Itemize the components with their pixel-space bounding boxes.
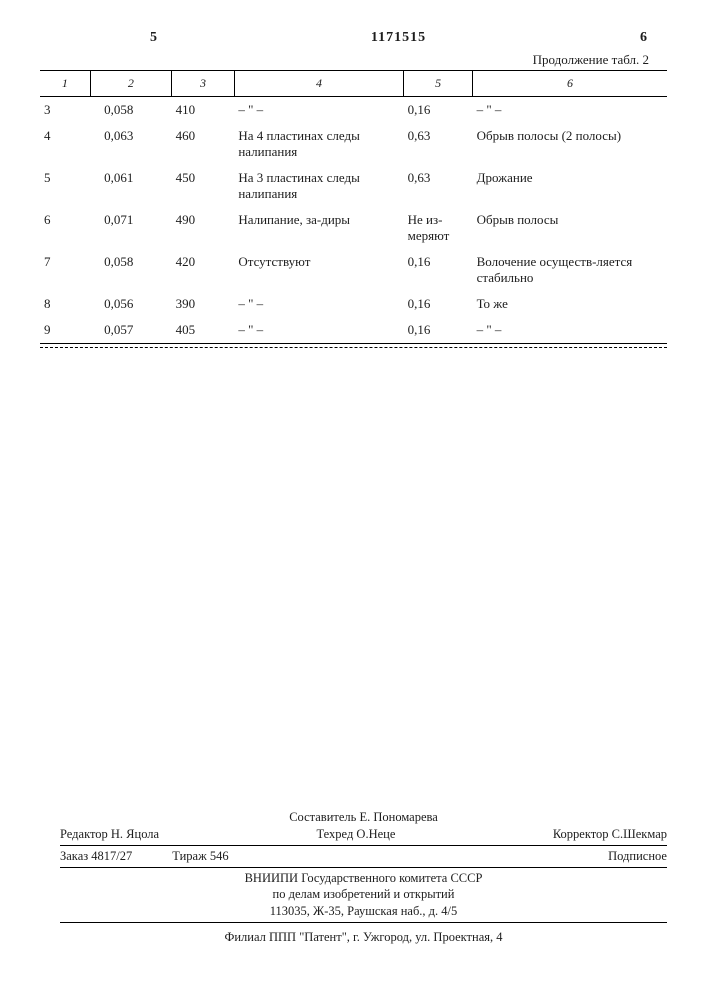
- cell: 0,056: [90, 291, 172, 317]
- cell: На 4 пластинах следы налипания: [234, 123, 403, 165]
- cell: Отсутствуют: [234, 249, 403, 291]
- subscription-label: Подписное: [608, 848, 667, 865]
- cell: 390: [172, 291, 235, 317]
- cell: 420: [172, 249, 235, 291]
- table-row: 5 0,061 450 На 3 пластинах следы налипан…: [40, 165, 667, 207]
- page-number-right: 6: [640, 30, 647, 46]
- cell: 410: [172, 97, 235, 124]
- cell: 7: [40, 249, 90, 291]
- cell: 0,058: [90, 97, 172, 124]
- order-number: Заказ 4817/27: [60, 848, 132, 865]
- cell: 0,058: [90, 249, 172, 291]
- col-header-2: 2: [90, 71, 172, 97]
- col-header-5: 5: [404, 71, 473, 97]
- col-header-4: 4: [234, 71, 403, 97]
- cell: То же: [473, 291, 667, 317]
- table-body: 3 0,058 410 – " – 0,16 – " – 4 0,063 460…: [40, 97, 667, 344]
- cell: – " –: [234, 291, 403, 317]
- page-number-left: 5: [150, 30, 157, 46]
- col-header-6: 6: [473, 71, 667, 97]
- cell: 460: [172, 123, 235, 165]
- cell: – " –: [234, 317, 403, 343]
- cell: 0,16: [404, 249, 473, 291]
- cell: Обрыв полосы: [473, 207, 667, 249]
- empty-space: [40, 348, 667, 878]
- data-table: 1 2 3 4 5 6 3 0,058 410 – " – 0,16 – " –…: [40, 70, 667, 343]
- cell: 0,63: [404, 165, 473, 207]
- cell: 0,057: [90, 317, 172, 343]
- org-address: 113035, Ж-35, Раушская наб., д. 4/5: [60, 903, 667, 920]
- cell: 5: [40, 165, 90, 207]
- col-header-3: 3: [172, 71, 235, 97]
- cell: – " –: [473, 317, 667, 343]
- editor-label: Редактор Н. Яцола: [60, 826, 159, 843]
- col-header-1: 1: [40, 71, 90, 97]
- print-run: Тираж 546: [172, 848, 228, 865]
- cell: 0,16: [404, 291, 473, 317]
- table-header-row: 1 2 3 4 5 6: [40, 71, 667, 97]
- cell: 490: [172, 207, 235, 249]
- table-row: 9 0,057 405 – " – 0,16 – " –: [40, 317, 667, 343]
- cell: 0,16: [404, 317, 473, 343]
- cell: 0,063: [90, 123, 172, 165]
- org-line-1: ВНИИПИ Государственного комитета СССР: [60, 870, 667, 887]
- cell: Не из-меряют: [404, 207, 473, 249]
- page-header-numbers: 5 1171515 6: [40, 30, 667, 46]
- cell: 0,63: [404, 123, 473, 165]
- table-bottom-rule: [40, 343, 667, 344]
- cell: 9: [40, 317, 90, 343]
- cell: 0,16: [404, 97, 473, 124]
- cell: – " –: [473, 97, 667, 124]
- teched-label: Техред О.Неце: [317, 826, 396, 843]
- org-line-2: по делам изобретений и открытий: [60, 886, 667, 903]
- cell: 4: [40, 123, 90, 165]
- table-row: 8 0,056 390 – " – 0,16 То же: [40, 291, 667, 317]
- credits-row: Редактор Н. Яцола Техред О.Неце Корректо…: [60, 826, 667, 846]
- document-page: 5 1171515 6 Продолжение табл. 2 1 2 3 4 …: [0, 0, 707, 1000]
- compiler-line: Составитель Е. Пономарева: [60, 809, 667, 826]
- corrector-label: Корректор С.Шекмар: [553, 826, 667, 843]
- table-row: 6 0,071 490 Налипание, за-диры Не из-мер…: [40, 207, 667, 249]
- cell: 3: [40, 97, 90, 124]
- table-row: 3 0,058 410 – " – 0,16 – " –: [40, 97, 667, 124]
- cell: 0,061: [90, 165, 172, 207]
- cell: Волочение осуществ-ляется стабильно: [473, 249, 667, 291]
- cell: 8: [40, 291, 90, 317]
- cell: – " –: [234, 97, 403, 124]
- organization-block: ВНИИПИ Государственного комитета СССР по…: [60, 868, 667, 924]
- cell: Дрожание: [473, 165, 667, 207]
- cell: Налипание, за-диры: [234, 207, 403, 249]
- branch-line: Филиал ППП "Патент", г. Ужгород, ул. Про…: [60, 923, 667, 946]
- cell: 450: [172, 165, 235, 207]
- patent-number: 1171515: [157, 30, 640, 46]
- cell: 405: [172, 317, 235, 343]
- order-row: Заказ 4817/27 Тираж 546 Подписное: [60, 846, 667, 868]
- cell: 0,071: [90, 207, 172, 249]
- imprint-footer: Составитель Е. Пономарева Редактор Н. Яц…: [60, 809, 667, 946]
- table-row: 7 0,058 420 Отсутствуют 0,16 Волочение о…: [40, 249, 667, 291]
- table-row: 4 0,063 460 На 4 пластинах следы налипан…: [40, 123, 667, 165]
- cell: На 3 пластинах следы налипания: [234, 165, 403, 207]
- cell: 6: [40, 207, 90, 249]
- cell: Обрыв полосы (2 полосы): [473, 123, 667, 165]
- table-continuation-label: Продолжение табл. 2: [40, 52, 667, 68]
